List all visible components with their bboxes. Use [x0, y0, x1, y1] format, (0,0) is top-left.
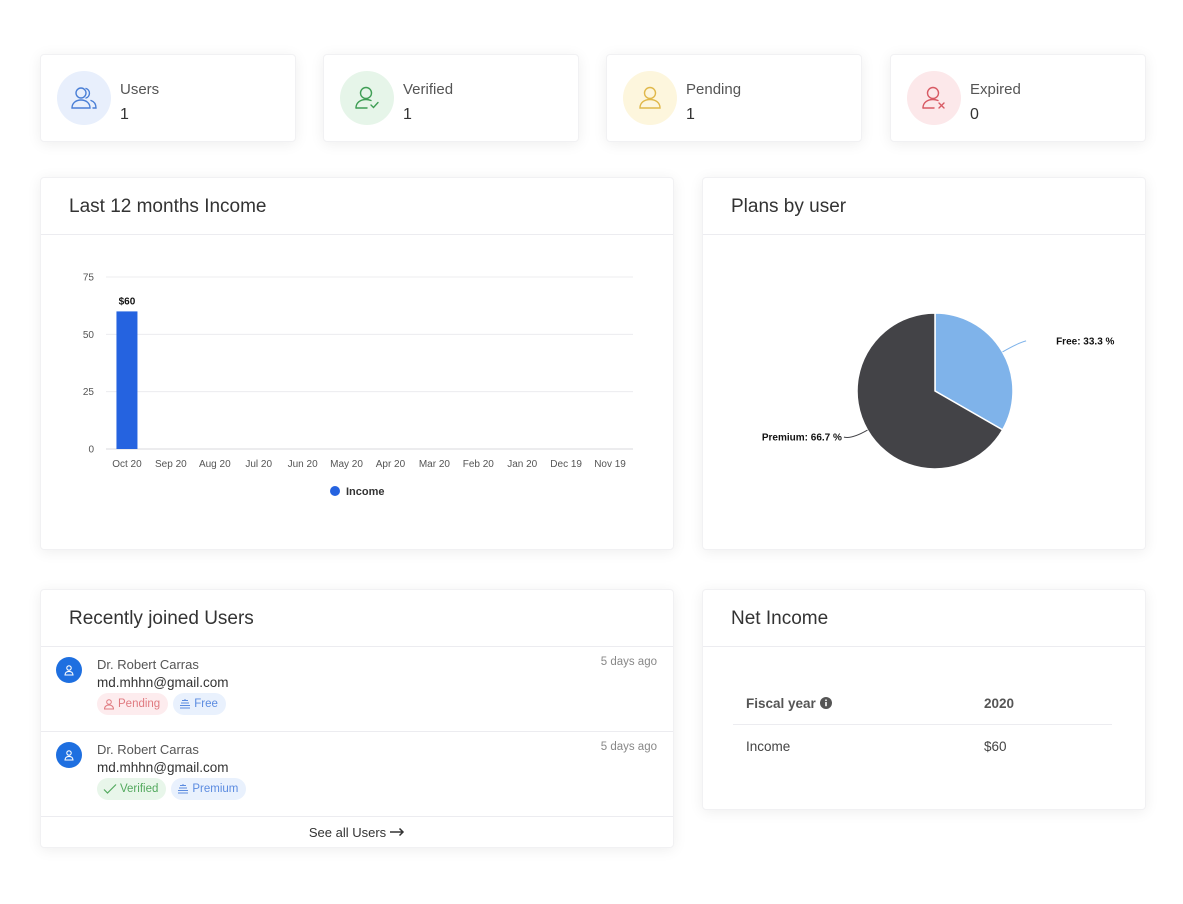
divider	[703, 646, 1145, 647]
layers-icon	[180, 699, 191, 709]
recent-users-card: Recently joined Users Dr. Robert Carras …	[40, 589, 674, 848]
stat-label: Pending	[686, 81, 742, 98]
user-icon	[64, 665, 74, 676]
user-check-icon	[355, 86, 379, 109]
user-icon	[103, 699, 115, 710]
net-income-table: Fiscal year 2020 Income $60	[733, 682, 1112, 768]
slice-label: Premium: 66.7 %	[762, 433, 842, 444]
y-tick-label: 25	[83, 387, 95, 398]
stat-card-verified: Verified 1	[323, 54, 579, 142]
plans-chart-card: Plans by user Free: 33.3 % Premium: 66.7 …	[702, 177, 1146, 550]
x-tick-label: Mar 20	[419, 459, 451, 470]
user-icon	[64, 750, 74, 761]
x-tick-label: Sep 20	[155, 459, 187, 470]
pie-slice-premium[interactable]	[856, 312, 1004, 470]
user-x-icon	[922, 86, 945, 109]
y-tick-label: 75	[83, 273, 95, 284]
stat-value: 1	[120, 106, 129, 123]
status-label: Verified	[120, 783, 159, 795]
stat-card-expired: Expired 0	[890, 54, 1146, 142]
pie-slice-free[interactable]	[934, 312, 1014, 431]
table-row: Income $60	[733, 724, 1112, 768]
x-tick-label: Aug 20	[199, 459, 231, 470]
x-tick-label: Apr 20	[376, 459, 406, 470]
income-chart-card: Last 12 months Income 0 25 50 75 $60 Oct 20 Se…	[40, 177, 674, 550]
data-label: $60	[119, 296, 136, 307]
x-tick-label: Dec 19	[550, 459, 582, 470]
x-tick-label: Nov 19	[594, 459, 626, 470]
connector-line	[843, 429, 868, 438]
bar[interactable]	[116, 311, 138, 449]
income-label: Income	[746, 739, 791, 754]
joined-time: 5 days ago	[600, 656, 657, 668]
divider	[41, 234, 673, 235]
user-name: Dr. Robert Carras	[97, 657, 199, 672]
list-item[interactable]: Dr. Robert Carras md.mhhn@gmail.com 5 da…	[41, 732, 673, 817]
avatar	[56, 657, 82, 683]
stat-label: Verified	[403, 81, 454, 98]
legend-label: Income	[346, 486, 385, 498]
stat-value: 0	[970, 106, 979, 123]
plan-badge: Premium	[171, 778, 247, 800]
joined-time: 5 days ago	[600, 741, 657, 753]
info-icon[interactable]	[819, 697, 832, 709]
net-income-card: Net Income Fiscal year 2020 Income $60	[702, 589, 1146, 810]
income-bar-chart: 0 25 50 75 $60 Oct 20 Sep 20 Aug 20 Jul 20 Jun 20…	[83, 273, 633, 498]
plan-label: Premium	[192, 783, 239, 795]
table-header-row: Fiscal year 2020	[733, 682, 1112, 724]
legend[interactable]: Income	[330, 486, 385, 498]
y-tick-label: 50	[83, 330, 95, 341]
fiscal-year-label: Fiscal year	[746, 695, 816, 711]
plans-pie-chart: Free: 33.3 % Premium: 66.7 %	[762, 312, 1115, 470]
stat-card-users: Users 1	[40, 54, 296, 142]
stat-card-pending: Pending 1	[606, 54, 862, 142]
x-tick-label: Oct 20	[112, 459, 142, 470]
fiscal-year-value: 2020	[984, 695, 1015, 711]
arrow-right-icon	[390, 827, 405, 837]
see-all-users-link[interactable]: See all Users	[41, 817, 673, 847]
plan-label: Free	[194, 698, 218, 710]
avatar	[56, 742, 82, 768]
stat-icon-circle	[340, 71, 394, 125]
status-badge: Pending	[97, 693, 169, 715]
plan-badge: Free	[173, 693, 226, 715]
stat-icon-circle	[57, 71, 111, 125]
list-item[interactable]: Dr. Robert Carras md.mhhn@gmail.com 5 da…	[41, 647, 673, 732]
status-label: Pending	[118, 698, 161, 710]
connector-line	[1002, 340, 1027, 353]
user-icon	[639, 86, 661, 109]
divider	[41, 646, 673, 647]
y-tick-label: 0	[88, 445, 94, 456]
stat-value: 1	[686, 106, 695, 123]
user-name: Dr. Robert Carras	[97, 742, 199, 757]
stat-value: 1	[403, 106, 412, 123]
stat-icon-circle	[623, 71, 677, 125]
stat-label: Expired	[970, 81, 1021, 98]
divider	[703, 234, 1145, 235]
users-icon	[71, 87, 97, 109]
x-tick-label: Feb 20	[463, 459, 495, 470]
stat-icon-circle	[907, 71, 961, 125]
x-tick-label: Jul 20	[245, 459, 272, 470]
slice-label: Free: 33.3 %	[1056, 336, 1114, 347]
user-email: md.mhhn@gmail.com	[97, 675, 229, 690]
legend-marker	[330, 486, 340, 496]
stat-label: Users	[120, 81, 160, 98]
income-value: $60	[984, 739, 1007, 754]
see-all-label: See all Users	[308, 824, 387, 840]
status-badge: Verified	[97, 778, 167, 800]
card-title: Plans by user	[731, 196, 847, 217]
x-tick-label: Jan 20	[507, 459, 537, 470]
layers-icon	[178, 784, 189, 794]
card-title: Recently joined Users	[69, 608, 254, 629]
x-tick-label: May 20	[330, 459, 363, 470]
x-tick-label: Jun 20	[288, 459, 318, 470]
check-icon	[103, 784, 117, 794]
card-title: Last 12 months Income	[69, 196, 267, 217]
user-email: md.mhhn@gmail.com	[97, 760, 229, 775]
card-title: Net Income	[731, 608, 829, 629]
